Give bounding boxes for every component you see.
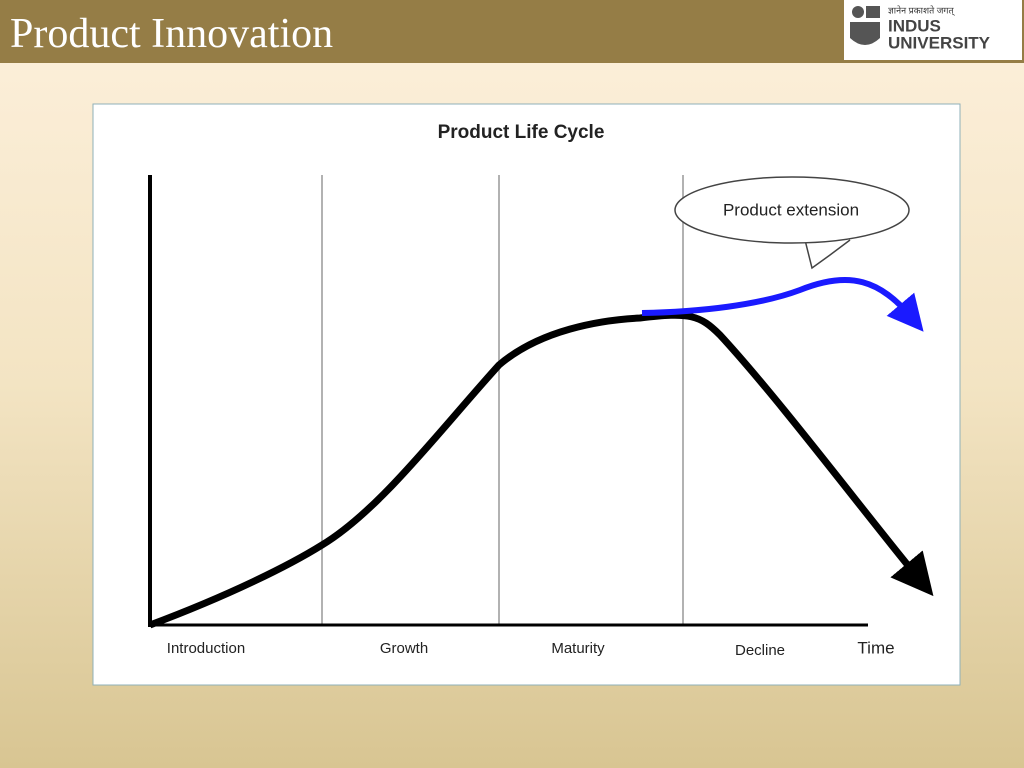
logo: ज्ञानेन प्रकाशते जगत् INDUS UNIVERSITY [844,0,1022,60]
stage-label: Decline [735,642,785,659]
stage-label: Introduction [167,640,245,657]
logo-name: UNIVERSITY [888,33,991,52]
callout [674,176,910,244]
logo-graphic: ज्ञानेन प्रकाशते जगत् INDUS UNIVERSITY [850,4,991,52]
stage-label: Growth [380,640,428,657]
extension-curve [641,276,924,332]
axis-label: Time [857,638,894,657]
life-cycle-curve [148,311,934,629]
callout-text: Product extension [723,200,859,219]
diagram-title: Product Life Cycle [438,122,605,143]
logo-tagline: ज्ञानेन प्रकाशते जगत् [888,4,956,16]
logo-name: INDUS [888,16,941,35]
stage-label: Maturity [551,640,605,657]
slide-title: Product Innovation [10,11,334,57]
callout-tail [804,239,851,270]
